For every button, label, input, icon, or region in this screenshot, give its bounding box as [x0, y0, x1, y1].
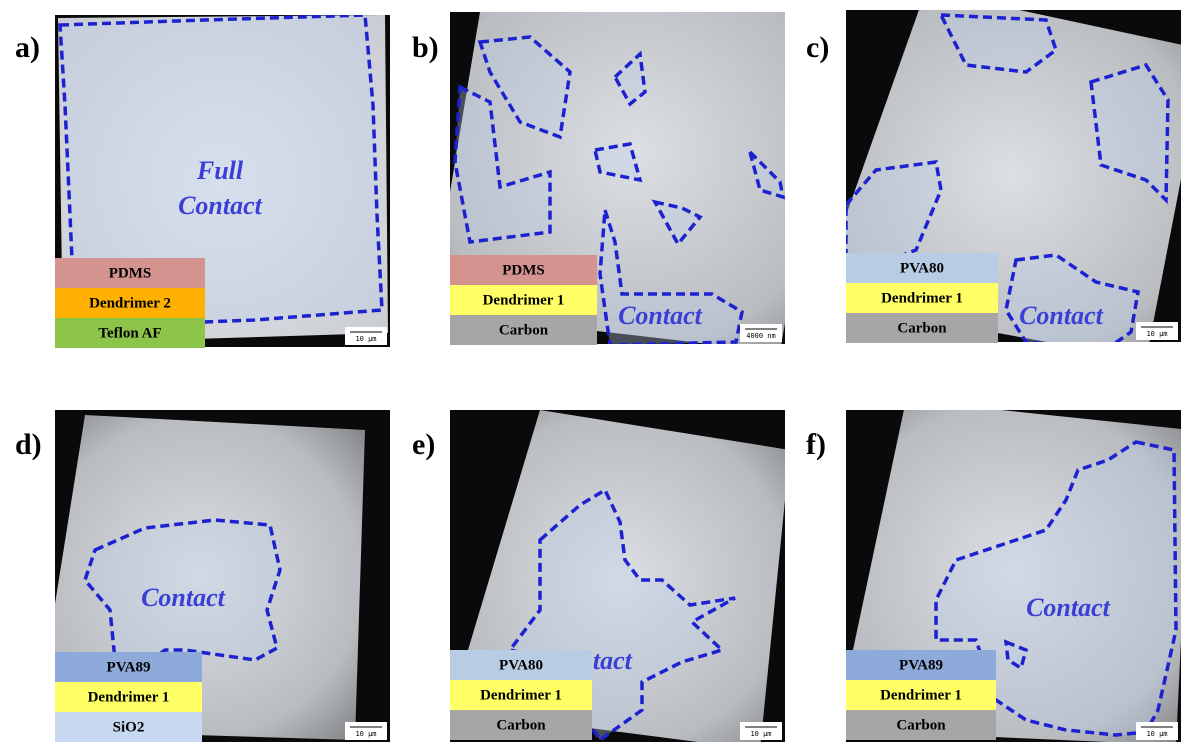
panel: Contact 4000 nm PDMS Dendrimer 1 Carbon [430, 0, 840, 352]
scale-bar-label: 10 µm [1146, 330, 1167, 338]
panel: Contact 10 µm PVA89 Dendrimer 1 Carbon [836, 400, 1183, 742]
annotation: Contact [618, 301, 703, 330]
layer-label: Teflon AF [98, 325, 161, 341]
layer-label: PVA89 [899, 657, 943, 673]
panel: Contact 10 µm PVA89 Dendrimer 1 SiO2 [35, 410, 390, 742]
layer-label: PVA80 [499, 657, 543, 673]
layer-label: Dendrimer 1 [88, 689, 170, 705]
figure: a) Full Contact 10 µm PDMS Dendrimer 2 Teflon … [0, 0, 1183, 742]
panel-label: e) [412, 428, 435, 461]
layer-label: Dendrimer 1 [880, 687, 962, 703]
layer-label: Dendrimer 1 [480, 687, 562, 703]
layer-label: SiO2 [113, 719, 145, 735]
annotation: Contact [1019, 301, 1104, 330]
scale-bar-label: 10 µm [355, 730, 376, 738]
panel: Full Contact 10 µm PDMS Dendrimer 2 Teflon AF [55, 15, 390, 348]
annotation: Contact [178, 191, 263, 220]
panel-label: f) [806, 428, 826, 461]
layer-label: PVA89 [107, 659, 151, 675]
scale-bar-label: 10 µm [750, 730, 771, 738]
panel-label: c) [806, 31, 829, 64]
layer-label: Dendrimer 1 [483, 292, 565, 308]
layer-label: Carbon [496, 717, 546, 733]
layer-label: PDMS [109, 265, 152, 281]
panel: Contact 10 µm PVA80 Dendrimer 1 Carbon [816, 0, 1183, 360]
panel-label: d) [15, 428, 42, 461]
scale-bar-label: 4000 nm [746, 332, 776, 340]
layer-label: Carbon [499, 322, 549, 338]
scale-bar-label: 10 µm [355, 335, 376, 343]
layer-label: Carbon [897, 320, 947, 336]
panel-label: a) [15, 31, 40, 64]
layer-label: PDMS [502, 262, 545, 278]
panel-label: b) [412, 31, 439, 64]
scale-bar-label: 10 µm [1146, 730, 1167, 738]
layer-label: PVA80 [900, 260, 944, 276]
layer-label: Dendrimer 2 [89, 295, 171, 311]
annotation: Contact [141, 583, 226, 612]
annotation: Contact [1026, 593, 1111, 622]
layer-label: Carbon [896, 717, 946, 733]
annotation: Full [196, 156, 244, 185]
layer-label: Dendrimer 1 [881, 290, 963, 306]
